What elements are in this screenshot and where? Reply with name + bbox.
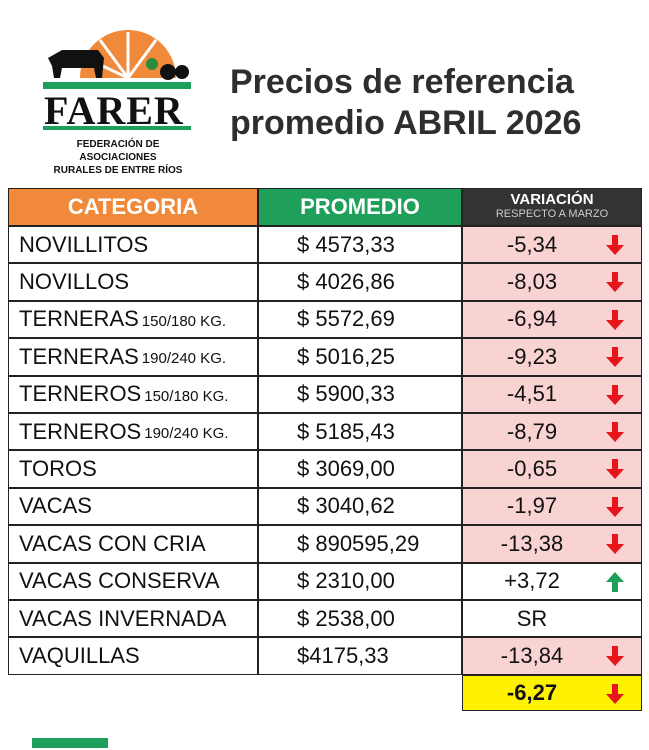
header-average: PROMEDIO bbox=[258, 188, 462, 226]
variation-cell: -1,97 bbox=[462, 487, 642, 526]
category-name: VACAS bbox=[19, 493, 92, 519]
total-cell: -6,27 bbox=[462, 674, 642, 711]
category-cell: NOVILLOS bbox=[8, 263, 258, 301]
trend-arrow bbox=[606, 534, 624, 555]
category-cell: NOVILLITOS bbox=[8, 226, 258, 264]
average-price: $ 5900,33 bbox=[258, 375, 462, 413]
variation-value: -5,34 bbox=[506, 231, 558, 257]
category-name: VAQUILLAS bbox=[19, 643, 140, 669]
category-cell: TERNERAS 150/180 KG. bbox=[8, 300, 258, 339]
average-price: $ 5185,43 bbox=[258, 413, 462, 451]
category-cell: VACAS INVERNADA bbox=[8, 600, 258, 638]
header-variation: VARIACIÓN RESPECTO A MARZO bbox=[462, 188, 642, 226]
category-name: NOVILLITOS bbox=[19, 231, 149, 257]
trend-arrow bbox=[606, 422, 624, 442]
trend-arrow bbox=[606, 384, 624, 405]
variation-value: -8,79 bbox=[506, 418, 558, 444]
category-cell: VACAS bbox=[8, 487, 258, 526]
variation-value: -6,94 bbox=[506, 306, 558, 332]
trend-arrow bbox=[606, 309, 624, 330]
average-price: $ 3069,00 bbox=[258, 450, 462, 488]
variation-value: -8,03 bbox=[506, 269, 558, 295]
variation-value: +3,72 bbox=[504, 568, 560, 594]
variation-value: -0,65 bbox=[506, 456, 558, 482]
variation-value: -9,23 bbox=[506, 343, 558, 369]
variation-cell: -6,94 bbox=[462, 300, 642, 339]
trend-arrow bbox=[606, 683, 624, 704]
category-cell: TERNERAS 190/240 KG. bbox=[8, 338, 258, 376]
variation-cell: -8,79 bbox=[462, 413, 642, 451]
logo-subtitle: RURALES DE ENTRE RÍOS bbox=[53, 165, 183, 176]
category-size: 150/180 KG. bbox=[141, 312, 227, 330]
category-name: TERNERAS bbox=[19, 343, 139, 369]
average-price: $ 890595,29 bbox=[258, 525, 462, 563]
header-category: CATEGORIA bbox=[8, 188, 258, 226]
trend-arrow bbox=[606, 571, 624, 592]
trend-arrow bbox=[606, 646, 624, 667]
logo-graphic bbox=[43, 30, 191, 130]
trend-arrow bbox=[606, 496, 624, 517]
average-price: $4175,33 bbox=[258, 637, 462, 675]
category-name: VACAS CONSERVA bbox=[19, 568, 220, 594]
variation-value: SR bbox=[516, 605, 548, 631]
variation-cell: -9,23 bbox=[462, 338, 642, 376]
variation-cell: -4,51 bbox=[462, 375, 642, 413]
variation-value: -13,38 bbox=[500, 530, 564, 556]
average-price: $ 4573,33 bbox=[258, 226, 462, 264]
trend-arrow bbox=[606, 235, 624, 255]
category-name: VACAS CON CRIA bbox=[19, 530, 206, 556]
category-size: 190/240 KG. bbox=[144, 425, 229, 443]
trend-arrow bbox=[606, 347, 624, 368]
total-variation: -6,27 bbox=[506, 679, 558, 705]
trend-arrow bbox=[606, 459, 624, 480]
trend-arrow bbox=[606, 272, 624, 293]
header-variation-title: VARIACIÓN bbox=[510, 191, 594, 208]
category-name: VACAS INVERNADA bbox=[19, 605, 227, 631]
variation-cell: SR bbox=[462, 600, 642, 638]
category-cell: VACAS CON CRIA bbox=[8, 525, 258, 563]
title: promedio ABRIL 2026 bbox=[230, 104, 582, 142]
variation-cell: +3,72 bbox=[462, 562, 642, 600]
variation-cell: -0,65 bbox=[462, 450, 642, 488]
average-price: $ 3040,62 bbox=[258, 487, 462, 526]
variation-cell: -8,03 bbox=[462, 263, 642, 301]
category-cell: TERNEROS 190/240 KG. bbox=[8, 413, 258, 451]
category-name: NOVILLOS bbox=[19, 269, 130, 295]
variation-cell: -13,84 bbox=[462, 637, 642, 675]
title: Precios de referencia bbox=[230, 63, 574, 101]
variation-value: -1,97 bbox=[506, 493, 558, 519]
average-price: $ 2310,00 bbox=[258, 562, 462, 600]
variation-cell: -13,38 bbox=[462, 525, 642, 563]
average-price: $ 5016,25 bbox=[258, 338, 462, 376]
variation-value: -4,51 bbox=[506, 381, 558, 407]
category-name: TOROS bbox=[19, 456, 97, 482]
category-cell: VACAS CONSERVA bbox=[8, 562, 258, 600]
category-size: 190/240 KG. bbox=[141, 350, 227, 368]
variation-cell: -5,34 bbox=[462, 226, 642, 264]
category-size: 150/180 KG. bbox=[144, 387, 229, 405]
category-cell: TOROS bbox=[8, 450, 258, 488]
category-name: TERNEROS bbox=[19, 381, 142, 407]
category-cell: TERNEROS 150/180 KG. bbox=[8, 375, 258, 413]
footer-bar bbox=[32, 738, 108, 748]
variation-value: -13,84 bbox=[500, 643, 564, 669]
category-cell: VAQUILLAS bbox=[8, 637, 258, 675]
category-name: TERNEROS bbox=[19, 418, 142, 444]
average-price: $ 2538,00 bbox=[258, 600, 462, 638]
average-price: $ 4026,86 bbox=[258, 263, 462, 301]
header-variation-note: RESPECTO A MARZO bbox=[495, 208, 609, 220]
average-price: $ 5572,69 bbox=[258, 300, 462, 339]
logo-subtitle: FEDERACIÓN DE ASOCIACIONES bbox=[76, 139, 160, 163]
category-name: TERNERAS bbox=[19, 306, 139, 332]
logo-name: FARER bbox=[44, 88, 184, 133]
